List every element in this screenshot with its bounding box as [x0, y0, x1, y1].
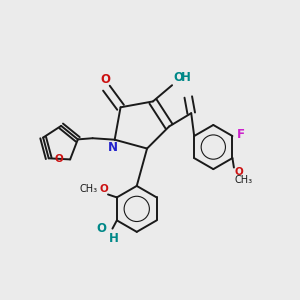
Text: CH₃: CH₃	[80, 184, 98, 194]
Text: CH₃: CH₃	[235, 175, 253, 185]
Text: N: N	[108, 141, 118, 154]
Text: O: O	[235, 167, 244, 177]
Text: O: O	[100, 184, 109, 194]
Text: O: O	[97, 222, 106, 235]
Text: O: O	[55, 154, 64, 164]
Text: F: F	[237, 128, 245, 141]
Text: O: O	[174, 71, 184, 84]
Text: H: H	[109, 232, 119, 245]
Text: H: H	[181, 71, 191, 84]
Text: O: O	[100, 73, 110, 86]
